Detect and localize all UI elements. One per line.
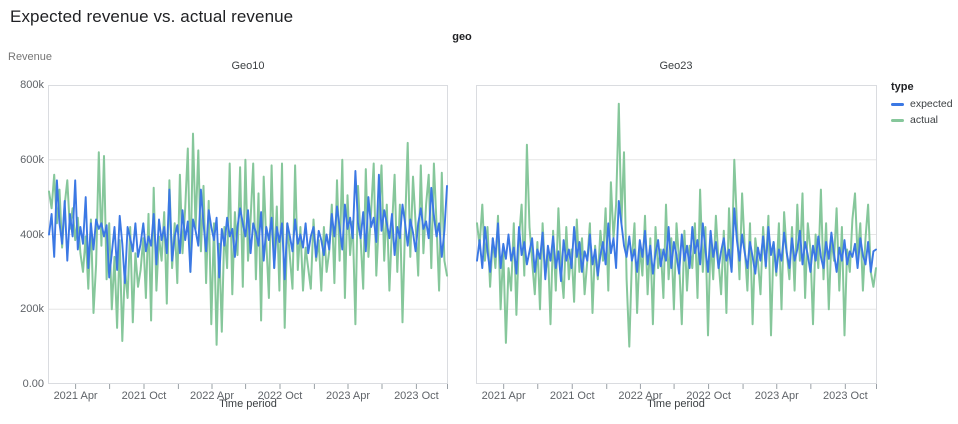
legend-item-expected[interactable]: expected [891,98,953,110]
expected-line-swatch-icon [891,102,904,106]
x-axis-tick-label: 2022 Apr [189,390,235,402]
facet-title-geo10: Geo10 [231,60,265,72]
x-axis-title-geo10: Time period [219,398,277,410]
y-axis-tick-label: 0.00 [22,378,44,390]
y-axis-tick-label: 200k [20,303,44,316]
facet-field-label: geo [452,31,472,43]
x-axis-tick-label: 2022 Oct [257,390,303,402]
expected-series-line [48,170,448,285]
plot-area-geo23[interactable] [476,85,877,391]
legend-label-expected: expected [910,98,953,110]
legend: type expected actual [891,81,953,130]
x-axis-tick-label: 2021 Oct [121,390,167,402]
x-axis-tick-label: 2021 Apr [53,390,98,402]
x-axis-tick-label: 2023 Oct [822,390,868,402]
y-axis-title: Revenue [8,51,53,63]
legend-title: type [891,81,914,93]
x-axis-tick-label: 2023 Apr [325,390,371,402]
x-axis-tick-label: 2022 Oct [686,390,731,402]
x-axis-tick-label: 2021 Apr [481,390,526,402]
chart-title: Expected revenue vs. actual revenue [10,7,294,26]
actual-line-swatch-icon [891,118,904,122]
expected-series-line [476,199,877,283]
plot-area-geo10[interactable] [48,85,448,391]
x-axis-tick-label: 2022 Apr [618,390,663,402]
x-axis-tick-label: 2021 Oct [549,390,595,402]
x-axis-title-geo23: Time period [647,398,705,410]
x-axis-tick-label: 2023 Apr [754,390,799,402]
y-axis-tick-label: 800k [20,79,44,91]
legend-label-actual: actual [910,114,939,126]
y-axis-tick-label: 600k [20,153,44,166]
facet-title-geo23: Geo23 [659,60,693,72]
actual-series-line [48,132,448,346]
legend-item-actual[interactable]: actual [891,114,953,126]
x-axis-tick-label: 2023 Oct [394,390,439,402]
y-axis-tick-label: 400k [20,228,44,241]
